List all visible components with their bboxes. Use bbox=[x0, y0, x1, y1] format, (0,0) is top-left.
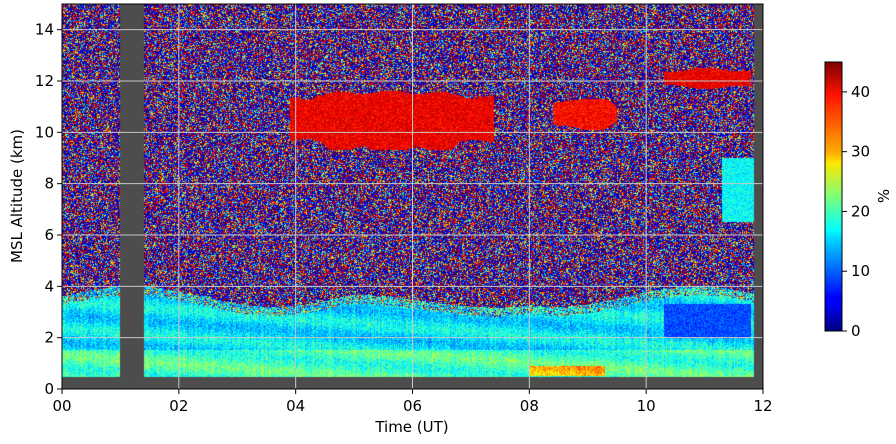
y-tick-label: 6 bbox=[44, 226, 54, 244]
colorbar-ticks: 0 10 20 30 40 bbox=[842, 83, 870, 340]
x-tick-label: 06 bbox=[403, 397, 422, 415]
plot-area bbox=[61, 3, 764, 390]
colorbar: 0 10 20 30 40 % bbox=[824, 61, 893, 340]
y-tick-label: 12 bbox=[35, 72, 54, 90]
y-tick-label: 0 bbox=[44, 380, 54, 398]
x-tick-label: 10 bbox=[637, 397, 656, 415]
colorbar-gradient bbox=[824, 61, 843, 332]
colorbar-tick-label: 20 bbox=[851, 202, 870, 220]
x-axis-label: Time (UT) bbox=[374, 418, 448, 436]
colorbar-label: % bbox=[875, 189, 893, 203]
x-tick-label: 04 bbox=[286, 397, 305, 415]
y-axis-label: MSL Altitude (km) bbox=[8, 129, 26, 263]
y-tick-label: 2 bbox=[44, 329, 54, 347]
y-tick-label: 10 bbox=[35, 123, 54, 141]
grid-lines bbox=[62, 4, 763, 389]
x-axis: 00 02 04 06 08 10 12 bbox=[52, 389, 773, 415]
y-tick-label: 4 bbox=[44, 277, 54, 295]
x-tick-label: 00 bbox=[52, 397, 71, 415]
colorbar-tick-label: 10 bbox=[851, 262, 870, 280]
x-tick-label: 02 bbox=[169, 397, 188, 415]
y-axis: 0 2 4 6 8 10 12 14 bbox=[35, 21, 62, 398]
y-tick-label: 14 bbox=[35, 21, 54, 39]
y-tick-label: 8 bbox=[44, 175, 54, 193]
colorbar-tick-label: 0 bbox=[851, 322, 861, 340]
x-tick-label: 12 bbox=[753, 397, 772, 415]
x-tick-label: 08 bbox=[520, 397, 539, 415]
colorbar-tick-label: 30 bbox=[851, 143, 870, 161]
colorbar-tick-label: 40 bbox=[851, 83, 870, 101]
